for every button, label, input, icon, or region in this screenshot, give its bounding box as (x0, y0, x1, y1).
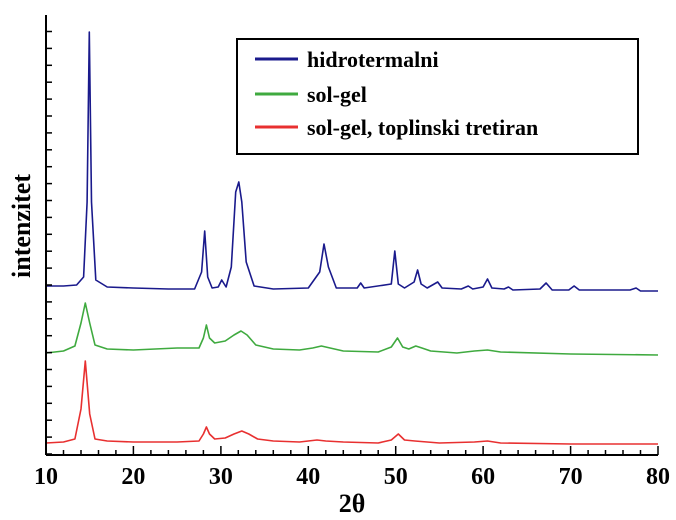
x-tick-label: 70 (559, 464, 583, 490)
legend-label-hidrotermalni: hidrotermalni (307, 47, 439, 72)
y-ticks (46, 30, 52, 455)
x-tick-label: 20 (121, 464, 145, 490)
x-tick-label: 10 (34, 464, 58, 490)
x-tick-label: 40 (296, 464, 320, 490)
series-line-2 (45, 302, 659, 356)
x-tick-label: 30 (209, 464, 233, 490)
series-line-3 (45, 360, 658, 445)
x-tick-label: 60 (471, 464, 495, 490)
series-layer (45, 31, 659, 445)
series-line-1 (46, 31, 658, 292)
x-tick-label: 80 (646, 464, 670, 490)
x-ticks: 10 20 30 40 50 60 70 80 (34, 446, 670, 490)
x-axis-label: 2θ (339, 489, 366, 518)
legend: hidrotermalni sol-gel sol-gel, toplinski… (236, 38, 639, 155)
x-tick-label: 50 (384, 464, 408, 490)
legend-box (236, 38, 639, 155)
legend-label-sol-gel-toplinski: sol-gel, toplinski tretiran (307, 115, 538, 140)
legend-label-sol-gel: sol-gel (307, 82, 367, 107)
y-axis-label: intenzitet (7, 174, 36, 278)
